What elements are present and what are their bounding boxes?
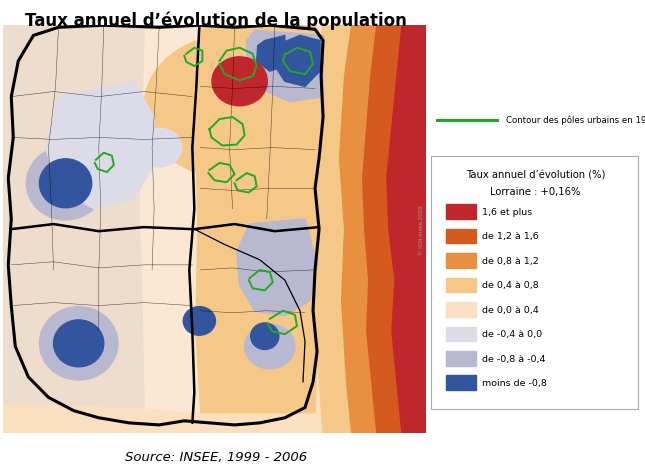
Polygon shape xyxy=(46,82,154,209)
FancyBboxPatch shape xyxy=(431,157,637,409)
Ellipse shape xyxy=(54,320,104,367)
Text: de -0,8 à -0,4: de -0,8 à -0,4 xyxy=(482,354,546,363)
Ellipse shape xyxy=(244,324,295,369)
Polygon shape xyxy=(237,219,317,316)
Bar xyxy=(446,376,476,390)
Ellipse shape xyxy=(39,159,92,208)
Ellipse shape xyxy=(172,39,297,146)
Text: de 1,2 à 1,6: de 1,2 à 1,6 xyxy=(482,232,539,241)
Text: de -0,4 à 0,0: de -0,4 à 0,0 xyxy=(482,330,542,338)
Text: Taux annuel d’évolution (%): Taux annuel d’évolution (%) xyxy=(466,170,605,180)
Text: 1,6 et plus: 1,6 et plus xyxy=(482,208,532,217)
Bar xyxy=(446,254,476,268)
Bar xyxy=(446,205,476,219)
Text: de 0,8 à 1,2: de 0,8 à 1,2 xyxy=(482,257,539,266)
Text: Contour des pôles urbains en 1999: Contour des pôles urbains en 1999 xyxy=(506,116,645,125)
Ellipse shape xyxy=(39,307,118,380)
Text: Lorraine : +0,16%: Lorraine : +0,16% xyxy=(490,187,580,197)
Ellipse shape xyxy=(84,158,113,183)
Ellipse shape xyxy=(197,49,283,125)
Polygon shape xyxy=(139,26,199,413)
Polygon shape xyxy=(386,26,426,433)
Ellipse shape xyxy=(137,129,182,168)
Bar xyxy=(446,351,476,366)
Polygon shape xyxy=(257,36,285,72)
Polygon shape xyxy=(361,26,401,433)
Polygon shape xyxy=(246,31,323,102)
Polygon shape xyxy=(338,26,375,433)
Ellipse shape xyxy=(144,36,315,179)
Ellipse shape xyxy=(26,147,105,220)
Text: de 0,4 à 0,8: de 0,4 à 0,8 xyxy=(482,281,539,290)
Polygon shape xyxy=(3,26,144,408)
Bar xyxy=(446,229,476,244)
Bar xyxy=(446,302,476,317)
Bar xyxy=(446,327,476,341)
Ellipse shape xyxy=(251,323,279,350)
Ellipse shape xyxy=(255,239,294,271)
Polygon shape xyxy=(275,36,320,87)
Polygon shape xyxy=(194,26,317,413)
Ellipse shape xyxy=(183,307,215,336)
Text: © IGN-Insee 2009: © IGN-Insee 2009 xyxy=(419,205,424,255)
Ellipse shape xyxy=(212,58,267,107)
Bar xyxy=(446,278,476,293)
Text: de 0,0 à 0,4: de 0,0 à 0,4 xyxy=(482,305,539,314)
Text: Taux annuel d’évolution de la population: Taux annuel d’évolution de la population xyxy=(25,12,407,30)
Text: moins de -0,8: moins de -0,8 xyxy=(482,378,547,387)
Polygon shape xyxy=(313,26,350,433)
Text: Source: INSEE, 1999 - 2006: Source: INSEE, 1999 - 2006 xyxy=(125,450,307,463)
